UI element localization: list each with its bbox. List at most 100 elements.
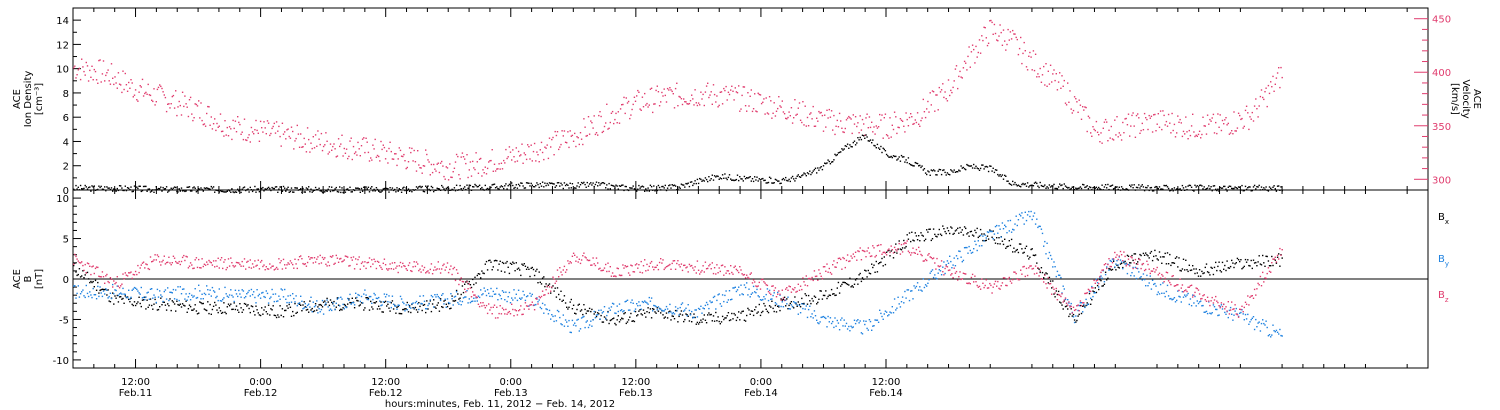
bx-series-point [400, 313, 403, 315]
density-series-point [989, 165, 991, 167]
velocity-series-point [630, 114, 632, 116]
density-series-point [616, 185, 618, 187]
by-series-point [627, 309, 630, 311]
bx-series-point [911, 231, 913, 233]
bz-series-point [168, 256, 170, 258]
bx-series-point [1045, 272, 1047, 274]
velocity-series-point [838, 112, 841, 115]
bz-series-point [488, 303, 490, 305]
bx-series-point [963, 226, 966, 228]
bz-series-point [817, 279, 819, 281]
bz-series-point [634, 264, 637, 266]
velocity-series-point [701, 98, 703, 100]
bz-series-point [322, 258, 325, 260]
bz-series-point [427, 270, 429, 272]
density-series-point [1044, 184, 1046, 186]
velocity-series-point [272, 125, 274, 128]
bx-series-point [1149, 252, 1151, 254]
velocity-series-point [109, 83, 112, 85]
density-series-point [469, 184, 472, 187]
velocity-series-point [1225, 117, 1227, 119]
bx-series-point [832, 293, 834, 295]
bx-series-point [520, 274, 522, 277]
velocity-series-point [1194, 135, 1196, 138]
b-axis-label-line: ACE [12, 269, 23, 289]
bx-series-point [316, 309, 318, 311]
density-series-point [726, 178, 728, 181]
by-series-point [1145, 285, 1147, 287]
bz-series-point [795, 291, 797, 293]
bx-series-point [623, 313, 625, 315]
by-series-point [536, 297, 538, 299]
velocity-series-point [569, 130, 571, 132]
bx-series-point [256, 309, 258, 311]
density-series-point [382, 188, 384, 190]
by-series-point [349, 293, 351, 296]
bz-series-point [802, 277, 804, 279]
by-series-point [183, 288, 185, 290]
by-series-point [340, 296, 342, 298]
by-series-point [586, 320, 588, 322]
by-series-point [594, 317, 597, 319]
density-series-point [1252, 186, 1255, 188]
density-series-point [991, 170, 993, 172]
density-series-point [172, 187, 175, 189]
bx-series-point [788, 304, 790, 307]
density-series-point [805, 175, 807, 177]
velocity-tick-label: 300 [1432, 175, 1451, 186]
velocity-series-point [115, 82, 117, 84]
by-series-point [569, 331, 571, 333]
velocity-series-point [795, 114, 797, 116]
density-series-point [687, 182, 689, 184]
density-series-point [554, 186, 556, 188]
bx-series-point [186, 311, 188, 313]
bx-series-point [1151, 259, 1154, 262]
bz-series-point [408, 262, 411, 264]
bx-series-point [625, 322, 627, 325]
density-series-point [1143, 189, 1146, 192]
bx-series-point [106, 294, 108, 296]
bz-series-point [627, 272, 630, 274]
bx-series-point [193, 308, 195, 310]
density-series-point [1245, 188, 1248, 191]
bz-series-point [372, 263, 374, 265]
bz-series-point [663, 268, 665, 271]
by-series-point [84, 296, 86, 299]
density-series-point [1013, 183, 1015, 186]
by-series-point [272, 293, 274, 295]
by-series-point [591, 325, 593, 327]
bx-series-point [681, 314, 684, 316]
by-series-point [934, 274, 936, 276]
density-series-point [312, 190, 314, 192]
density-series-point [1185, 186, 1187, 188]
velocity-series-point [453, 167, 456, 169]
velocity-series-point [125, 84, 128, 86]
bx-series-point [736, 316, 739, 319]
velocity-series-point [781, 100, 783, 102]
density-series-point [478, 184, 481, 186]
density-series-point [132, 190, 134, 193]
density-series-point [754, 176, 756, 178]
bx-series-point [748, 309, 750, 311]
bx-series-point [765, 308, 767, 310]
density-series-point [603, 182, 606, 185]
bx-series-point [655, 312, 657, 314]
bz-series-point [780, 299, 782, 301]
density-series-point [157, 187, 160, 190]
velocity-series-point [234, 120, 237, 122]
velocity-series-point [193, 117, 195, 119]
by-series-point [297, 302, 300, 305]
bx-series-point [602, 321, 605, 323]
bx-series-point [961, 229, 963, 231]
bx-series-point [930, 239, 932, 242]
bz-series-point [556, 269, 559, 271]
velocity-series-point [528, 146, 530, 148]
by-series-point [419, 295, 421, 297]
bx-series-point [648, 311, 650, 314]
bz-series-point [710, 268, 712, 270]
bx-series-point [1143, 254, 1146, 256]
bx-series-point [383, 301, 386, 303]
bz-series-point [728, 273, 731, 275]
by-series-point [262, 291, 264, 294]
bz-series-point [730, 265, 732, 267]
